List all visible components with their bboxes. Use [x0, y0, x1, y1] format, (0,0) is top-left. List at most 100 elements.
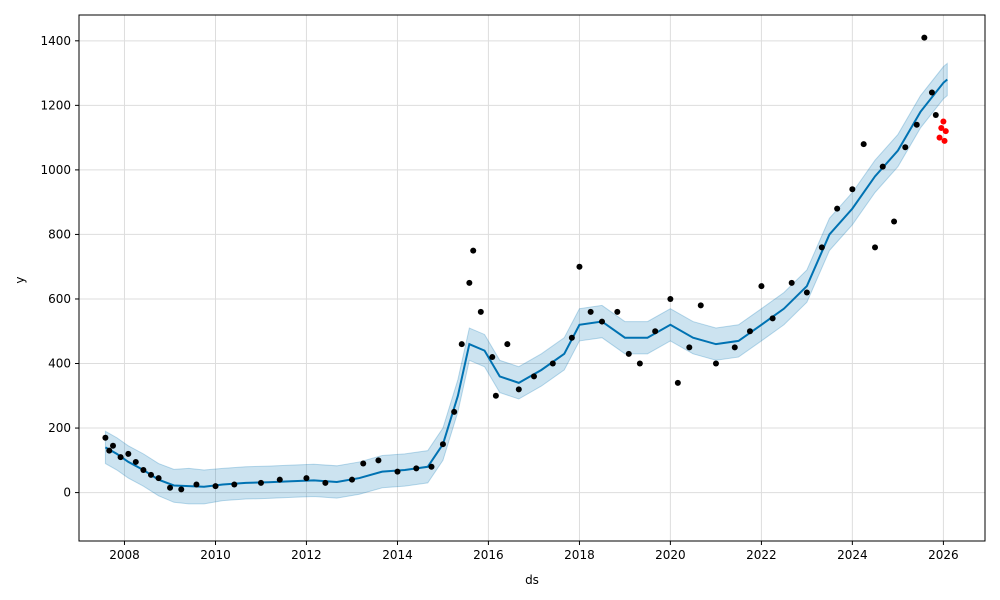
x-tick-label: 2026 — [928, 548, 959, 562]
future-point — [942, 128, 949, 135]
observed-point — [140, 467, 147, 474]
observed-point — [530, 373, 537, 380]
observed-point — [276, 476, 283, 483]
future-points-layer — [936, 118, 949, 144]
observed-point — [110, 442, 117, 449]
observed-point — [746, 328, 753, 335]
y-tick-label: 800 — [48, 227, 71, 241]
x-tick-label: 2012 — [291, 548, 322, 562]
y-tick-label: 1200 — [40, 98, 71, 112]
observed-point — [788, 279, 795, 286]
future-point — [938, 124, 945, 131]
observed-point — [576, 263, 583, 270]
observed-point — [167, 484, 174, 491]
observed-point — [515, 386, 522, 393]
observed-point — [598, 318, 605, 325]
observed-point — [928, 89, 935, 96]
observed-point — [360, 460, 367, 467]
observed-point — [470, 247, 477, 254]
observed-point — [849, 186, 856, 193]
x-tick-label: 2008 — [109, 548, 140, 562]
observed-point — [891, 218, 898, 225]
observed-point — [466, 279, 473, 286]
y-tick-label: 400 — [48, 357, 71, 371]
observed-points-layer — [102, 34, 939, 493]
observed-point — [106, 447, 113, 454]
forecast-line-layer — [104, 78, 948, 488]
observed-point — [439, 441, 446, 448]
y-tick-label: 1400 — [40, 34, 71, 48]
observed-point — [674, 379, 681, 386]
future-point — [940, 118, 947, 125]
x-tick-label: 2014 — [382, 548, 413, 562]
observed-point — [636, 360, 643, 367]
observed-point — [731, 344, 738, 351]
observed-point — [147, 471, 154, 478]
observed-point — [451, 408, 458, 415]
y-tick-label: 200 — [48, 421, 71, 435]
observed-point — [803, 289, 810, 296]
observed-point — [769, 315, 776, 322]
observed-point — [712, 360, 719, 367]
observed-point — [303, 475, 310, 482]
observed-point — [102, 434, 109, 441]
observed-point — [257, 479, 264, 486]
observed-point — [231, 481, 238, 488]
y-tick-label: 600 — [48, 292, 71, 306]
observed-point — [155, 475, 162, 482]
observed-point — [860, 141, 867, 148]
x-tick-label: 2022 — [746, 548, 777, 562]
observed-point — [758, 283, 765, 290]
observed-point — [322, 479, 329, 486]
observed-point — [375, 457, 382, 464]
observed-point — [818, 244, 825, 251]
observed-point — [394, 468, 401, 475]
future-point — [941, 137, 948, 144]
observed-point — [458, 341, 465, 348]
observed-point — [879, 163, 886, 170]
observed-point — [125, 450, 132, 457]
observed-point — [549, 360, 556, 367]
x-tick-label: 2010 — [200, 548, 231, 562]
observed-point — [349, 476, 356, 483]
x-tick-label: 2016 — [473, 548, 504, 562]
observed-point — [212, 483, 219, 490]
interval-band-layer — [104, 62, 948, 505]
observed-point — [587, 308, 594, 315]
observed-point — [625, 350, 632, 357]
axes-layer — [78, 14, 986, 542]
x-axis-label: ds — [525, 573, 539, 587]
observed-point — [477, 308, 484, 315]
y-axis-label: y — [13, 276, 27, 283]
observed-point — [872, 244, 879, 251]
y-tick-label: 1000 — [40, 163, 71, 177]
observed-point — [697, 302, 704, 309]
tick-layer: 2008 2010 2012 2014 2016 2018 2020 2022 2024 2026… — [40, 34, 958, 562]
observed-point — [921, 34, 928, 41]
observed-point — [686, 344, 693, 351]
observed-point — [492, 392, 499, 399]
observed-point — [193, 481, 200, 488]
observed-point — [413, 465, 420, 472]
observed-point — [932, 112, 939, 119]
future-point — [936, 134, 943, 141]
observed-point — [489, 354, 496, 361]
observed-point — [913, 121, 920, 128]
observed-point — [834, 205, 841, 212]
uncertainty-interval-band — [104, 62, 948, 505]
x-tick-label: 2018 — [564, 548, 595, 562]
observed-point — [132, 458, 139, 465]
x-tick-label: 2020 — [655, 548, 686, 562]
grid-layer — [79, 15, 985, 541]
observed-point — [667, 295, 674, 302]
observed-point — [117, 454, 124, 461]
observed-point — [428, 463, 435, 470]
observed-point — [504, 341, 511, 348]
plot-frame — [78, 14, 986, 542]
y-tick-label: 0 — [63, 486, 71, 500]
observed-point — [178, 486, 185, 493]
forecast-line — [104, 78, 948, 488]
observed-point — [568, 334, 575, 341]
